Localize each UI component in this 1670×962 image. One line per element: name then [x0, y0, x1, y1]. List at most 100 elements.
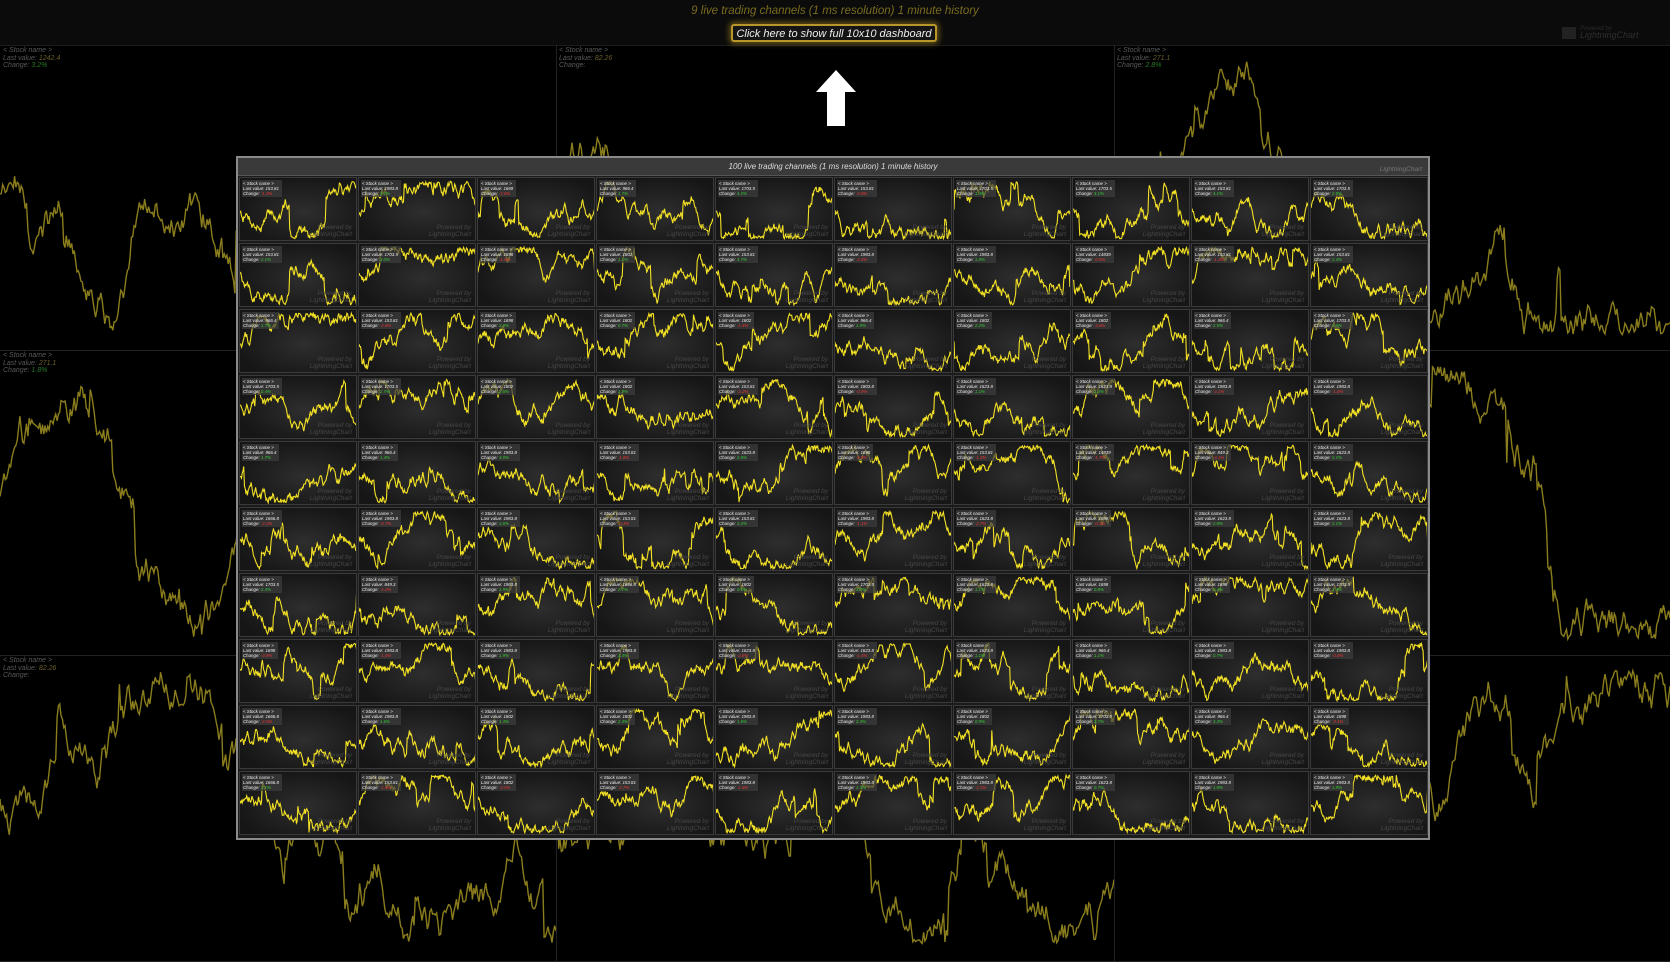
stock-tile[interactable]: Powered by LightningChart < Stock name > La…	[477, 375, 595, 439]
stock-tile[interactable]: Powered by LightningChart < Stock name > La…	[1191, 771, 1309, 835]
stock-tile[interactable]: Powered by LightningChart < Stock name > La…	[715, 573, 833, 637]
stock-tile[interactable]: Powered by LightningChart < Stock name > La…	[1191, 573, 1309, 637]
stock-tile[interactable]: Powered by LightningChart < Stock name > La…	[358, 771, 476, 835]
stock-tile[interactable]: Powered by LightningChart < Stock name > La…	[1310, 507, 1428, 571]
stock-tile[interactable]: Powered by LightningChart < Stock name > La…	[1191, 441, 1309, 505]
stock-tile[interactable]: Powered by LightningChart < Stock name > La…	[596, 507, 714, 571]
stock-tile[interactable]: Powered by LightningChart < Stock name > La…	[715, 309, 833, 373]
stock-tile[interactable]: Powered by LightningChart < Stock name > La…	[1310, 309, 1428, 373]
stock-tile[interactable]: Powered by LightningChart < Stock name > La…	[1072, 441, 1190, 505]
stock-tile[interactable]: Powered by LightningChart < Stock name > La…	[1191, 507, 1309, 571]
stock-tile[interactable]: Powered by LightningChart < Stock name > La…	[477, 639, 595, 703]
stock-tile[interactable]: Powered by LightningChart < Stock name > La…	[715, 243, 833, 307]
stock-tile[interactable]: Powered by LightningChart < Stock name > La…	[1191, 309, 1309, 373]
stock-tile[interactable]: Powered by LightningChart < Stock name > La…	[1310, 177, 1428, 241]
stock-tile[interactable]: Powered by LightningChart < Stock name > La…	[239, 507, 357, 571]
stock-tile[interactable]: Powered by LightningChart < Stock name > La…	[1191, 177, 1309, 241]
stock-tile[interactable]: Powered by LightningChart < Stock name > La…	[477, 177, 595, 241]
stock-tile[interactable]: Powered by LightningChart < Stock name > La…	[239, 573, 357, 637]
stock-tile[interactable]: Powered by LightningChart < Stock name > La…	[1191, 375, 1309, 439]
stock-tile[interactable]: Powered by LightningChart < Stock name > La…	[715, 705, 833, 769]
stock-tile[interactable]: Powered by LightningChart < Stock name > La…	[477, 507, 595, 571]
stock-tile[interactable]: Powered by LightningChart < Stock name > La…	[715, 639, 833, 703]
stock-tile[interactable]: Powered by LightningChart < Stock name > La…	[953, 177, 1071, 241]
stock-tile[interactable]: Powered by LightningChart < Stock name > La…	[1072, 177, 1190, 241]
stock-tile[interactable]: Powered by LightningChart < Stock name > La…	[834, 771, 952, 835]
stock-tile[interactable]: Powered by LightningChart < Stock name > La…	[239, 705, 357, 769]
stock-tile[interactable]: Powered by LightningChart < Stock name > La…	[239, 639, 357, 703]
stock-tile[interactable]: Powered by LightningChart < Stock name > La…	[477, 309, 595, 373]
stock-tile[interactable]: Powered by LightningChart < Stock name > La…	[477, 705, 595, 769]
stock-tile[interactable]: Powered by LightningChart < Stock name > La…	[1072, 573, 1190, 637]
stock-tile[interactable]: Powered by LightningChart < Stock name > La…	[1072, 705, 1190, 769]
stock-tile[interactable]: Powered by LightningChart < Stock name > La…	[1310, 639, 1428, 703]
stock-tile[interactable]: Powered by LightningChart < Stock name > La…	[953, 639, 1071, 703]
stock-tile[interactable]: Powered by LightningChart < Stock name > La…	[834, 705, 952, 769]
stock-tile[interactable]: Powered by LightningChart < Stock name > La…	[715, 177, 833, 241]
stock-tile[interactable]: Powered by LightningChart < Stock name > La…	[1310, 705, 1428, 769]
stock-tile[interactable]: Powered by LightningChart < Stock name > La…	[239, 177, 357, 241]
stock-tile[interactable]: Powered by LightningChart < Stock name > La…	[477, 573, 595, 637]
stock-tile[interactable]: Powered by LightningChart < Stock name > La…	[715, 771, 833, 835]
stock-tile[interactable]: Powered by LightningChart < Stock name > La…	[1072, 375, 1190, 439]
stock-tile[interactable]: Powered by LightningChart < Stock name > La…	[596, 639, 714, 703]
stock-tile[interactable]: Powered by LightningChart < Stock name > La…	[596, 705, 714, 769]
stock-tile[interactable]: Powered by LightningChart < Stock name > La…	[953, 243, 1071, 307]
stock-tile[interactable]: Powered by LightningChart < Stock name > La…	[1191, 639, 1309, 703]
stock-tile[interactable]: Powered by LightningChart < Stock name > La…	[358, 375, 476, 439]
stock-tile[interactable]: Powered by LightningChart < Stock name > La…	[358, 441, 476, 505]
stock-tile[interactable]: Powered by LightningChart < Stock name > La…	[715, 375, 833, 439]
stock-tile[interactable]: Powered by LightningChart < Stock name > La…	[1310, 771, 1428, 835]
stock-tile[interactable]: Powered by LightningChart < Stock name > La…	[596, 771, 714, 835]
stock-tile[interactable]: Powered by LightningChart < Stock name > La…	[1072, 309, 1190, 373]
show-10x10-dashboard-button[interactable]: Click here to show full 10x10 dashboard	[731, 24, 937, 42]
stock-tile[interactable]: Powered by LightningChart < Stock name > La…	[834, 375, 952, 439]
stock-tile[interactable]: Powered by LightningChart < Stock name > La…	[1310, 375, 1428, 439]
stock-tile[interactable]: Powered by LightningChart < Stock name > La…	[953, 441, 1071, 505]
stock-tile[interactable]: Powered by LightningChart < Stock name > La…	[953, 771, 1071, 835]
stock-tile[interactable]: Powered by LightningChart < Stock name > La…	[239, 243, 357, 307]
stock-tile[interactable]: Powered by LightningChart < Stock name > La…	[834, 639, 952, 703]
stock-tile[interactable]: Powered by LightningChart < Stock name > La…	[358, 573, 476, 637]
stock-tile[interactable]: Powered by LightningChart < Stock name > La…	[953, 309, 1071, 373]
stock-tile[interactable]: Powered by LightningChart < Stock name > La…	[953, 375, 1071, 439]
stock-tile[interactable]: Powered by LightningChart < Stock name > La…	[834, 573, 952, 637]
stock-tile[interactable]: Powered by LightningChart < Stock name > La…	[358, 705, 476, 769]
stock-tile[interactable]: Powered by LightningChart < Stock name > La…	[239, 441, 357, 505]
stock-tile[interactable]: Powered by LightningChart < Stock name > La…	[358, 639, 476, 703]
stock-tile[interactable]: Powered by LightningChart < Stock name > La…	[358, 243, 476, 307]
stock-tile[interactable]: Powered by LightningChart < Stock name > La…	[834, 243, 952, 307]
stock-tile[interactable]: Powered by LightningChart < Stock name > La…	[477, 441, 595, 505]
stock-tile[interactable]: Powered by LightningChart < Stock name > La…	[239, 771, 357, 835]
stock-tile[interactable]: Powered by LightningChart < Stock name > La…	[1191, 705, 1309, 769]
stock-tile[interactable]: Powered by LightningChart < Stock name > La…	[477, 771, 595, 835]
stock-tile[interactable]: Powered by LightningChart < Stock name > La…	[1072, 771, 1190, 835]
stock-tile[interactable]: Powered by LightningChart < Stock name > La…	[358, 177, 476, 241]
stock-tile[interactable]: Powered by LightningChart < Stock name > La…	[1310, 573, 1428, 637]
stock-tile[interactable]: Powered by LightningChart < Stock name > La…	[1072, 243, 1190, 307]
stock-tile[interactable]: Powered by LightningChart < Stock name > La…	[953, 507, 1071, 571]
stock-tile[interactable]: Powered by LightningChart < Stock name > La…	[477, 243, 595, 307]
stock-tile[interactable]: Powered by LightningChart < Stock name > La…	[239, 375, 357, 439]
stock-tile[interactable]: Powered by LightningChart < Stock name > La…	[596, 573, 714, 637]
stock-tile[interactable]: Powered by LightningChart < Stock name > La…	[596, 375, 714, 439]
stock-tile[interactable]: Powered by LightningChart < Stock name > La…	[834, 177, 952, 241]
stock-tile[interactable]: Powered by LightningChart < Stock name > La…	[1310, 243, 1428, 307]
stock-tile[interactable]: Powered by LightningChart < Stock name > La…	[834, 441, 952, 505]
stock-tile[interactable]: Powered by LightningChart < Stock name > La…	[1191, 243, 1309, 307]
stock-tile[interactable]: Powered by LightningChart < Stock name > La…	[715, 441, 833, 505]
stock-tile[interactable]: Powered by LightningChart < Stock name > La…	[1072, 639, 1190, 703]
stock-tile[interactable]: Powered by LightningChart < Stock name > La…	[834, 309, 952, 373]
stock-tile[interactable]: Powered by LightningChart < Stock name > La…	[1072, 507, 1190, 571]
stock-tile[interactable]: Powered by LightningChart < Stock name > La…	[596, 177, 714, 241]
stock-tile[interactable]: Powered by LightningChart < Stock name > La…	[239, 309, 357, 373]
stock-tile[interactable]: Powered by LightningChart < Stock name > La…	[596, 243, 714, 307]
stock-tile[interactable]: Powered by LightningChart < Stock name > La…	[358, 309, 476, 373]
stock-tile[interactable]: Powered by LightningChart < Stock name > La…	[596, 441, 714, 505]
stock-tile[interactable]: Powered by LightningChart < Stock name > La…	[953, 573, 1071, 637]
stock-tile[interactable]: Powered by LightningChart < Stock name > La…	[358, 507, 476, 571]
stock-tile[interactable]: Powered by LightningChart < Stock name > La…	[715, 507, 833, 571]
stock-tile[interactable]: Powered by LightningChart < Stock name > La…	[953, 705, 1071, 769]
stock-tile[interactable]: Powered by LightningChart < Stock name > La…	[596, 309, 714, 373]
stock-tile[interactable]: Powered by LightningChart < Stock name > La…	[834, 507, 952, 571]
